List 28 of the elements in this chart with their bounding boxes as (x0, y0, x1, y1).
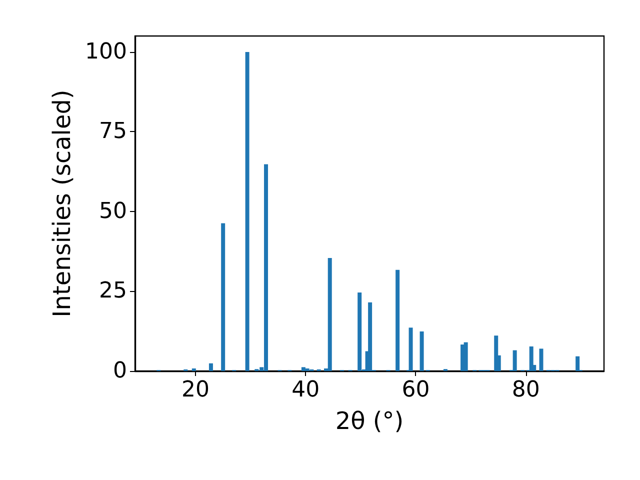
bar (408, 328, 413, 371)
bar (245, 52, 250, 371)
x-tick-label: 60 (402, 378, 430, 402)
bar (192, 368, 196, 371)
x-tick-label: 80 (512, 378, 540, 402)
bar (301, 367, 306, 371)
y-axis-title: Intensities (scaled) (48, 90, 76, 318)
bar (539, 348, 544, 371)
y-tick-label: 100 (85, 39, 127, 64)
y-tick-label: 0 (113, 358, 127, 384)
bar (328, 258, 332, 371)
x-tick-label: 20 (182, 378, 210, 402)
bar (464, 342, 468, 371)
x-axis-title: 2θ (°) (335, 407, 404, 435)
bar (529, 346, 534, 371)
y-tick-label: 25 (99, 278, 127, 304)
bar (576, 356, 580, 371)
y-tick-label: 75 (99, 119, 127, 144)
x-tick-label: 40 (292, 378, 320, 402)
bar (221, 223, 226, 371)
y-tick-label: 50 (99, 198, 127, 224)
bar (396, 270, 400, 371)
bar (512, 350, 517, 371)
bar (208, 363, 213, 371)
bar (368, 302, 372, 371)
bar (358, 292, 362, 371)
bar (305, 368, 310, 371)
bar (420, 331, 424, 371)
